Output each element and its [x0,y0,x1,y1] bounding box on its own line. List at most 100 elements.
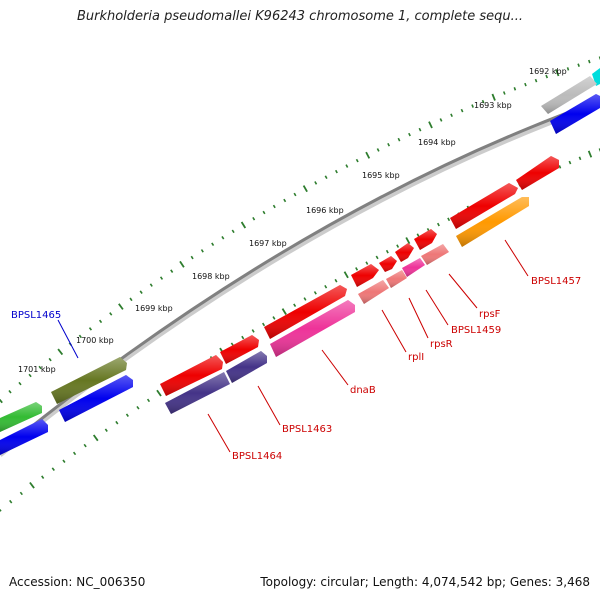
inner-scale-tick-33 [343,271,349,279]
inner-scale-tick-12 [125,413,129,417]
inner-scale-tick-24 [251,329,255,333]
inner-scale-tick-54 [558,165,562,169]
gene-red-c[interactable] [220,335,259,364]
scale-tick-labels: 1692 kbp 1693 kbp 1694 kbp 1695 kbp 1696… [18,67,567,374]
inner-scale-tick-27 [281,308,287,315]
outer-scale-tick-55 [566,67,570,71]
outer-scale-tick-57 [588,59,591,64]
gene-blue-far-left[interactable] [0,419,48,455]
outer-scale-tick-45 [460,108,464,113]
label-dnaB: dnaB [350,385,376,396]
outer-scale-tick-44 [450,113,453,118]
inner-scale-tick-25 [262,322,266,327]
label-BPSL1457: BPSL1457 [531,276,581,287]
feature-blue-top[interactable] [550,94,600,134]
outer-scale-tick-10 [98,319,103,324]
inner-scale-tick-55 [568,160,572,165]
inner-scale-tick-1 [9,499,13,504]
outer-scale-tick-26 [262,210,266,215]
gene-red-a[interactable] [516,156,559,190]
gene-olive[interactable] [51,357,127,404]
inner-scale-tick-15 [156,389,162,397]
tick-label-1693: 1693 kbp [474,101,512,110]
tick-label-1697: 1697 kbp [249,239,287,248]
outer-scale-tick-23 [231,229,235,234]
inner-scale-tick-11 [115,420,119,425]
outer-scale-tick-6 [57,348,64,356]
outer-scale-tick-56 [577,63,580,67]
gene-salmon-b[interactable] [386,270,407,288]
feature-cyan[interactable] [592,68,600,86]
outer-scale-tick-3 [28,373,32,378]
tick-label-1696: 1696 kbp [306,206,344,215]
tick-label-1699: 1699 kbp [135,304,173,313]
inner-scale-tick-3 [29,481,35,489]
outer-scale-tick-12 [118,303,124,310]
outer-scale-tick-39 [397,137,401,142]
outer-scale-tick-8 [78,334,82,339]
outer-scale-tick-16 [159,276,164,280]
outer-scale-tick-11 [109,312,113,316]
gene-red-small-3[interactable] [351,264,379,287]
gene-purple-a[interactable] [226,351,267,383]
gene-labels: BPSL1457 rpsF BPSL1459 rpsR rplI dnaB BP… [11,276,581,462]
outer-scale-tick-30 [302,185,308,193]
inner-scale-tick-4 [41,475,45,479]
inner-scale-tick-26 [272,316,276,320]
feature-gray[interactable] [541,76,597,114]
inner-scale-tick-23 [241,335,245,340]
outer-scale-tick-17 [170,269,174,273]
gene-green[interactable] [0,402,42,432]
gene-red-b[interactable] [450,183,518,229]
inner-scale-tick-35 [365,261,369,265]
inner-scale-tick-32 [334,278,338,283]
gene-red-small-2[interactable] [379,256,397,272]
accession-text: Accession: NC_006350 [9,575,146,589]
label-rpsF: rpsF [479,309,501,320]
gene-salmon-c[interactable] [358,280,389,304]
inner-scale-tick-13 [136,405,140,410]
gene-rpsF[interactable] [414,229,437,250]
inner-scale-tick-29 [303,297,307,301]
gene-dnaB[interactable] [270,300,355,357]
outer-scale-tick-4 [38,365,42,370]
gene-red-d[interactable] [160,355,223,396]
outer-scale-tick-52 [534,78,538,83]
outer-scale-tick-38 [387,142,391,147]
inner-scale-tick-38 [396,244,400,248]
outer-scale-tick-43 [439,118,443,122]
gene-pink-small[interactable] [402,258,425,277]
outer-scale-tick-46 [471,104,474,108]
inner-scale-tick-0 [0,508,2,512]
gene-blue-left[interactable] [59,375,133,422]
inner-scale-tick-34 [355,267,359,271]
inner-scale-tick-42 [436,222,440,227]
inner-scale-tick-8 [83,443,87,448]
label-BPSL1464: BPSL1464 [232,451,282,462]
outer-scale-tick-15 [149,283,153,287]
inner-scale-tick-10 [104,428,108,432]
label-leader-lines [57,239,529,453]
gene-red-small-1[interactable] [395,243,414,262]
gene-salmon-a[interactable] [421,244,449,265]
inner-scale-tick-7 [72,451,77,456]
label-BPSL1463: BPSL1463 [282,424,332,435]
label-BPSL1459: BPSL1459 [451,325,501,336]
inner-scale-tick-2 [19,491,23,496]
gene-purple-b[interactable] [165,372,230,414]
outer-scale-tick-13 [129,297,133,302]
outer-scale-tick-49 [502,91,506,95]
gene-features[interactable] [0,68,600,455]
outer-scale-tick-22 [221,235,225,240]
label-rpsR: rpsR [430,339,453,350]
outer-scale-tick-50 [513,87,517,91]
outer-scale-tick-54 [555,69,560,77]
outer-scale-track [0,56,600,404]
gene-orange[interactable] [456,197,529,247]
outer-scale-tick-14 [139,290,143,294]
outer-scale-tick-34 [345,164,349,168]
outer-scale-tick-18 [179,260,185,268]
gene-red-long[interactable] [264,285,347,339]
inner-scale-tick-5 [51,467,55,471]
